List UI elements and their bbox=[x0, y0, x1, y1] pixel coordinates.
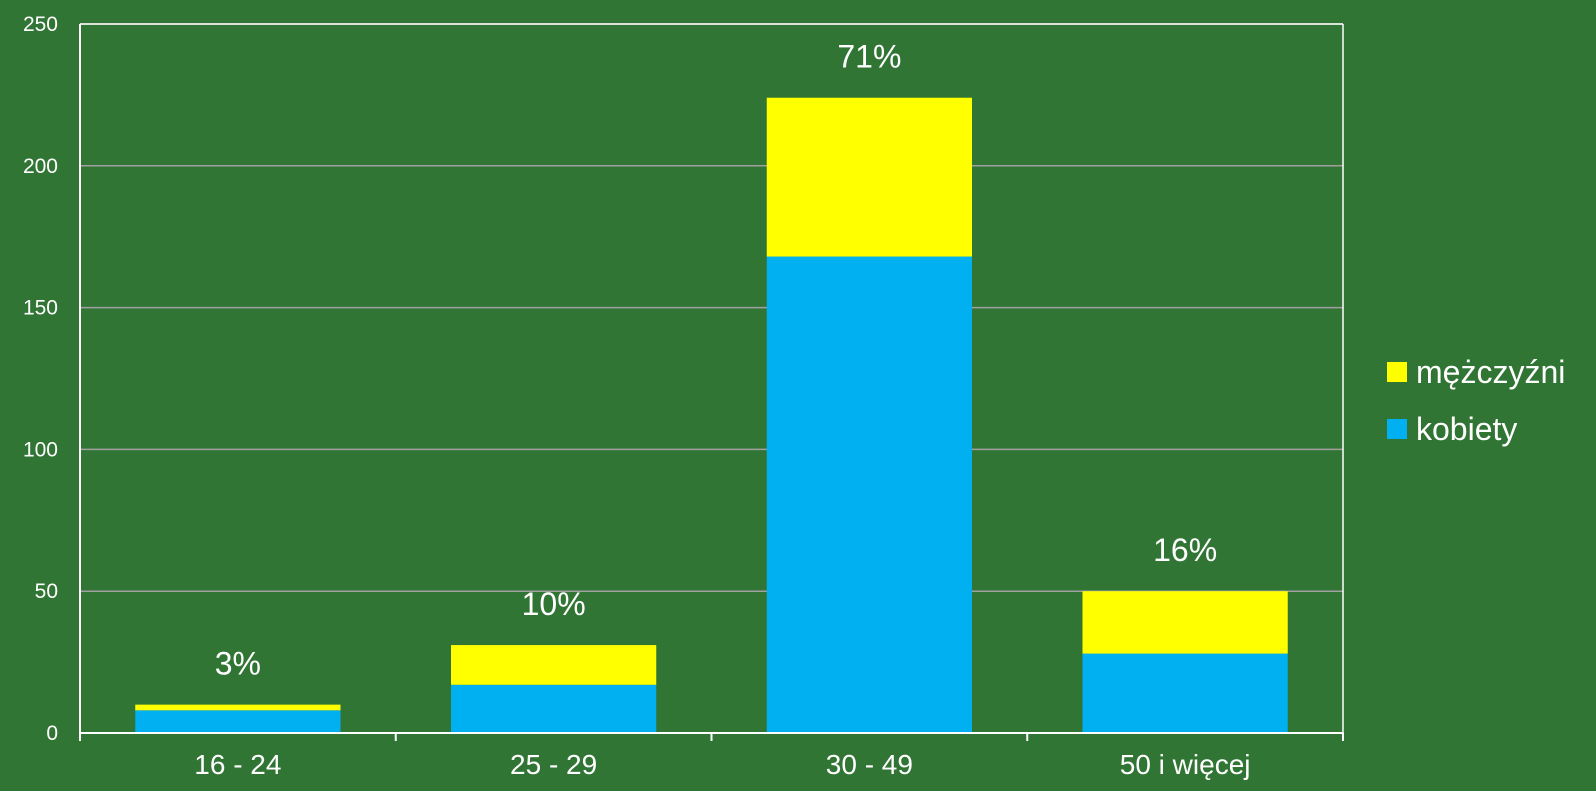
y-tick-label: 50 bbox=[35, 580, 58, 603]
bar-kobiety-3 bbox=[1082, 653, 1288, 733]
legend: mężczyźni kobiety bbox=[1387, 354, 1565, 447]
axes bbox=[79, 23, 1344, 741]
y-tick-labels: 0 50 100 150 200 250 bbox=[23, 13, 58, 745]
data-label: 16% bbox=[1153, 532, 1217, 568]
legend-label: mężczyźni bbox=[1416, 354, 1565, 390]
y-tick-label: 100 bbox=[23, 438, 58, 461]
legend-label: kobiety bbox=[1416, 411, 1517, 447]
x-tick-label: 16 - 24 bbox=[194, 749, 281, 780]
bar-mężczyźni-3 bbox=[1082, 591, 1288, 654]
y-tick-label: 200 bbox=[23, 155, 58, 178]
x-tick-labels: 16 - 24 25 - 29 30 - 49 50 i więcej bbox=[194, 749, 1250, 780]
bar-mężczyźni-2 bbox=[766, 97, 972, 257]
y-tick-label: 250 bbox=[23, 13, 58, 36]
bars bbox=[135, 97, 1288, 733]
bar-kobiety-1 bbox=[451, 684, 657, 733]
bar-mężczyźni-0 bbox=[135, 704, 341, 711]
bar-kobiety-2 bbox=[766, 256, 972, 733]
data-label: 10% bbox=[522, 586, 586, 622]
data-label: 71% bbox=[837, 39, 901, 75]
y-tick-label: 150 bbox=[23, 297, 58, 320]
legend-swatch-1 bbox=[1387, 419, 1407, 439]
bar-kobiety-0 bbox=[135, 710, 341, 733]
x-tick-label: 25 - 29 bbox=[510, 749, 597, 780]
data-labels: 3% 10% 71% 16% bbox=[215, 39, 1217, 682]
x-tick-label: 30 - 49 bbox=[826, 749, 913, 780]
y-tick-label: 0 bbox=[46, 722, 58, 745]
data-label: 3% bbox=[215, 646, 261, 682]
gridlines bbox=[80, 23, 1343, 592]
x-tick-label: 50 i więcej bbox=[1120, 749, 1251, 780]
bar-mężczyźni-1 bbox=[451, 645, 657, 685]
legend-swatch-0 bbox=[1387, 362, 1407, 382]
